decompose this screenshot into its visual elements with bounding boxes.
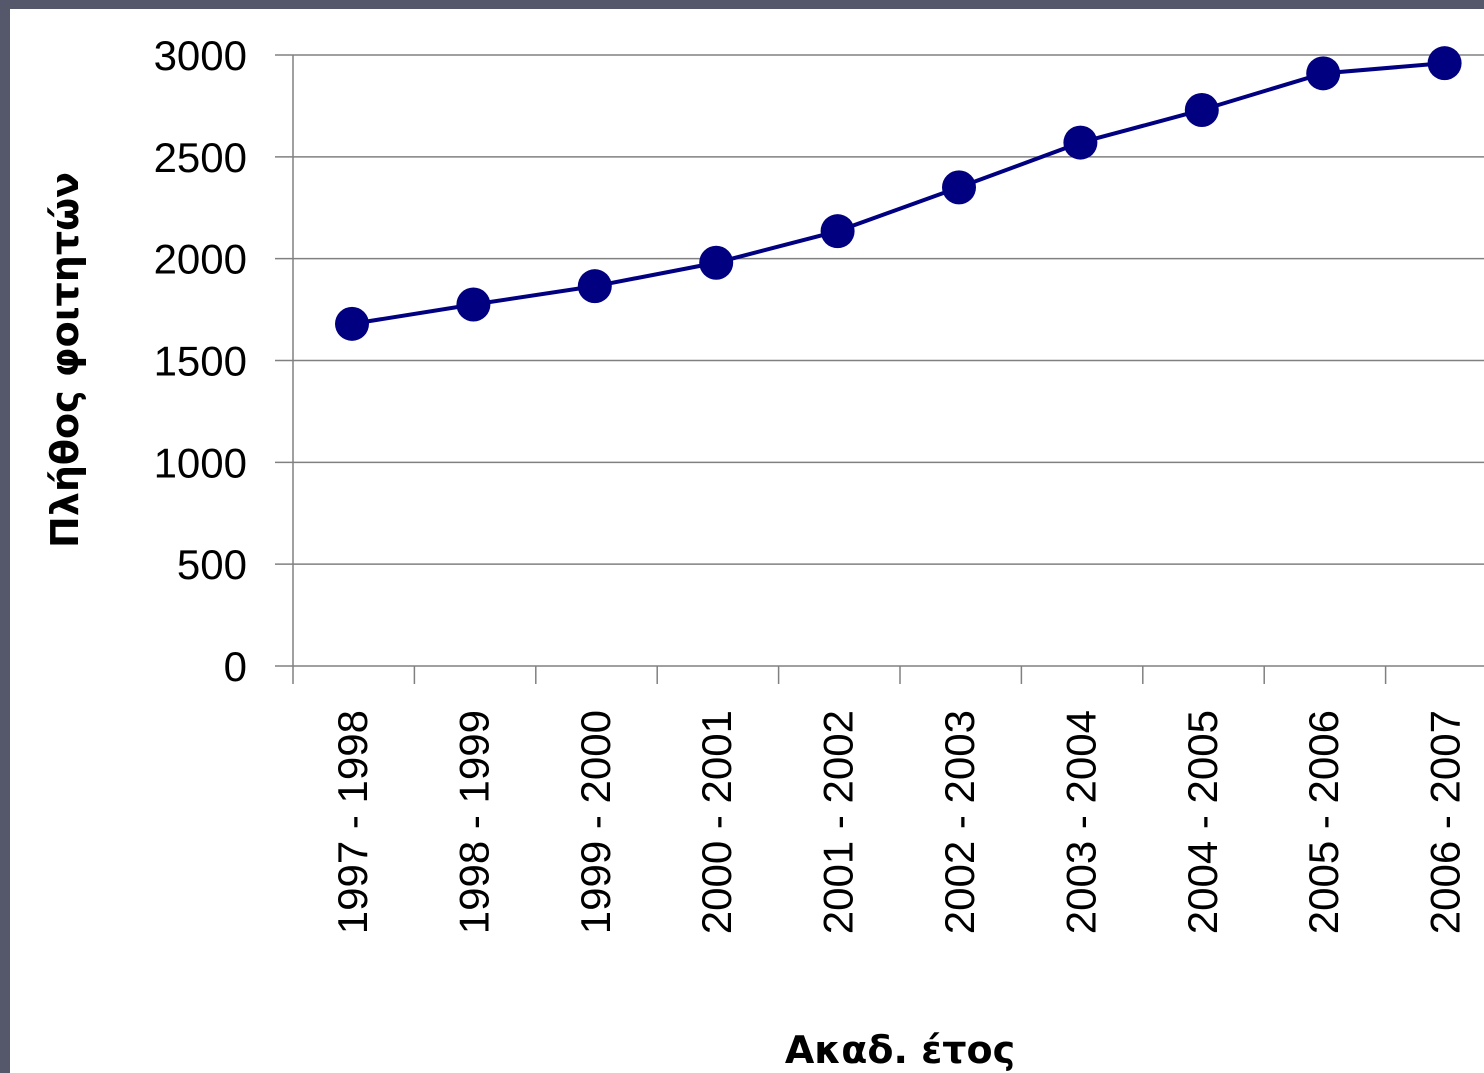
y-tick-label: 0 (224, 643, 247, 690)
y-tick-label: 2500 (154, 134, 247, 181)
series-line (351, 61, 1445, 326)
data-point (699, 245, 734, 280)
axes (275, 54, 1484, 684)
data-point (1184, 92, 1219, 127)
x-tick-label: 2006 - 2007 (1422, 710, 1469, 934)
y-tick-label: 3000 (154, 32, 247, 79)
y-tick-label: 1500 (154, 338, 247, 385)
x-tick-labels: 1997 - 1998 1998 - 1999 1999 - 2000 2000 - … (329, 710, 1469, 934)
y-tick-label: 2000 (154, 236, 247, 283)
data-point (335, 306, 369, 341)
x-tick-label: 2004 - 2005 (1179, 710, 1226, 934)
x-tick-label: 1997 - 1998 (329, 710, 376, 934)
x-tick-label: 2002 - 2003 (936, 710, 983, 934)
data-point (820, 214, 855, 249)
x-tick-label: 2005 - 2006 (1300, 710, 1347, 934)
data-point (1306, 56, 1341, 91)
gridlines (293, 54, 1484, 565)
data-point (942, 170, 976, 205)
x-tick-label: 2003 - 2004 (1057, 710, 1104, 934)
x-tick-label: 1998 - 1999 (450, 710, 497, 934)
data-point (1063, 125, 1098, 160)
chart-frame (10, 9, 1484, 1073)
data-point (577, 269, 612, 304)
y-tick-labels: 0 500 1000 1500 2000 2500 3000 (154, 32, 247, 690)
x-axis-title: Ακαδ. έτος (785, 1028, 1015, 1072)
x-tick-label: 2001 - 2002 (815, 710, 862, 934)
y-axis-title: Πλήθος φοιτητών (43, 172, 87, 548)
data-point (1427, 46, 1462, 81)
series-layer (335, 46, 1462, 341)
y-tick-label: 1000 (154, 439, 247, 486)
y-tick-label: 500 (177, 541, 247, 588)
x-tick-label: 2000 - 2001 (693, 710, 740, 934)
data-point (456, 287, 491, 322)
x-tick-label: 1999 - 2000 (572, 710, 619, 934)
